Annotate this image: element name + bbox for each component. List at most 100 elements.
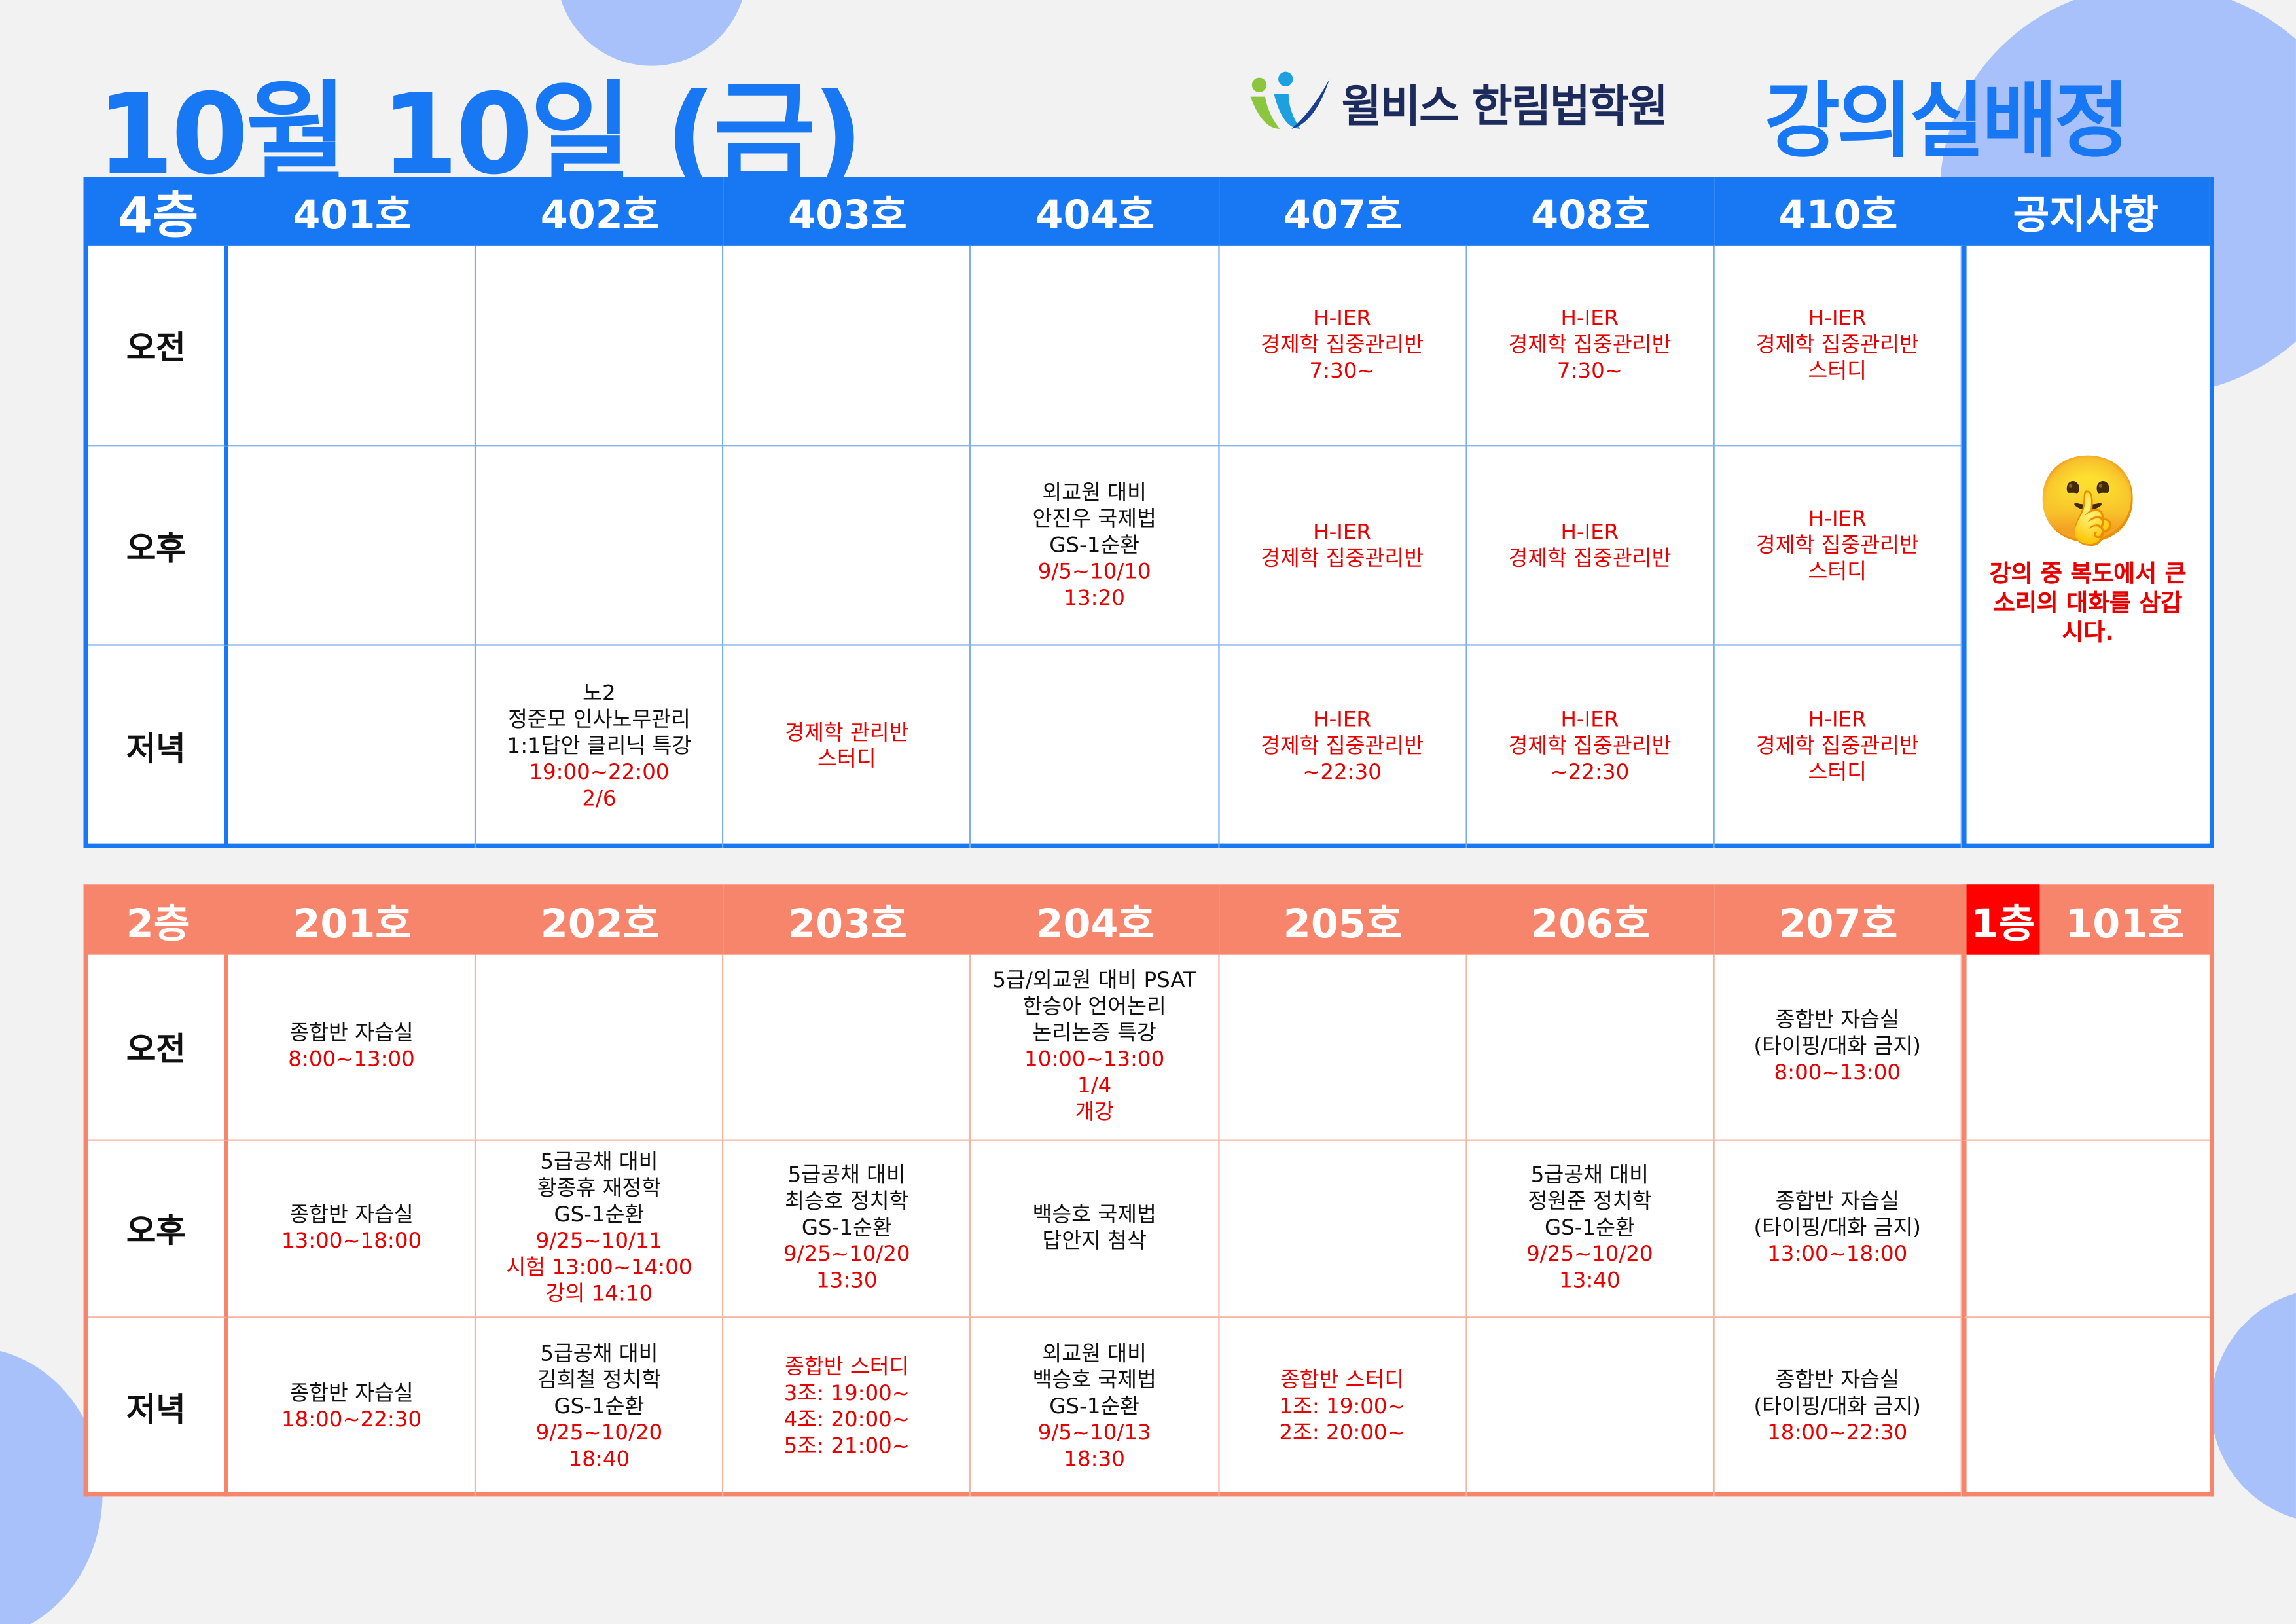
cell-line: GS-1순환	[1049, 1396, 1140, 1419]
cell-line: 경제학 집중관리반	[1508, 735, 1672, 759]
schedule-cell	[971, 645, 1219, 848]
cell-line: 경제학 집중관리반	[1260, 334, 1424, 357]
cell-line: 시험 13:00~14:00	[506, 1256, 692, 1280]
floor4-table: 4층 401호 402호 403호 404호 407호 408호 410호 공지사항 오전 H-I…	[83, 177, 2214, 848]
schedule-cell	[1219, 1140, 1467, 1318]
schedule-cell: H-IER 경제학 집중관리반 스터디	[1714, 645, 1962, 848]
cell-line: 5조: 21:00~	[783, 1435, 910, 1459]
cell-line: 종합반 자습실	[1775, 1190, 1899, 1214]
schedule-cell-101	[1962, 954, 2210, 1141]
cell-line: GS-1순환	[554, 1203, 645, 1227]
cell-line: 10:00~13:00	[1024, 1048, 1165, 1072]
cell-line: 7:30~	[1556, 360, 1623, 384]
schedule-cell-101	[1962, 1140, 2210, 1318]
cell-line: 1:1답안 클리닉 특강	[507, 735, 692, 759]
schedule-cell: 외교원 대비 백승호 국제법 GS-1순환 9/5~10/13 18:30	[971, 1318, 1219, 1497]
cell-line: 3조: 19:00~	[783, 1382, 910, 1406]
cell-line: 18:00~22:30	[1767, 1422, 1908, 1446]
cell-line: H-IER	[1808, 708, 1867, 732]
schedule-cell: H-IER 경제학 집중관리반 7:30~	[1219, 245, 1467, 447]
room-header: 204호	[971, 884, 1219, 955]
cell-line: 13:30	[816, 1269, 878, 1293]
schedule-cell: H-IER 경제학 집중관리반 스터디	[1714, 446, 1962, 646]
cell-line: 종합반 자습실	[1775, 1009, 1899, 1033]
logo-icon	[1250, 71, 1330, 129]
cell-line: 5급/외교원 대비 PSAT	[992, 969, 1196, 993]
cell-line: ~22:30	[1550, 761, 1630, 785]
cell-line: 18:40	[568, 1448, 630, 1472]
notice-panel: 🤫 강의 중 복도에서 큰 소리의 대화를 삼갑시다.	[1962, 245, 2210, 848]
cell-line: 9/5~10/13	[1037, 1422, 1151, 1446]
cell-line: 스터디	[1808, 560, 1867, 584]
schedule-cell	[476, 245, 724, 447]
cell-line: H-IER	[1560, 307, 1619, 331]
schedule-cell: 경제학 관리반 스터디	[724, 645, 972, 848]
cell-line: 백승호 국제법	[1032, 1369, 1157, 1393]
schedule-cell: 5급공채 대비 김희철 정치학 GS-1순환 9/25~10/20 18:40	[476, 1318, 724, 1497]
cell-line: 경제학 집중관리반	[1755, 735, 1919, 759]
room-header: 408호	[1466, 177, 1715, 246]
cell-line: 경제학 집중관리반	[1260, 735, 1424, 759]
cell-line: 종합반 자습실	[289, 1382, 414, 1406]
cell-line: 8:00~13:00	[288, 1048, 415, 1072]
cell-line: GS-1순환	[1545, 1217, 1635, 1240]
schedule-cell: 종합반 자습실 (타이핑/대화 금지) 13:00~18:00	[1714, 1140, 1962, 1318]
cell-line: 1조: 19:00~	[1279, 1396, 1405, 1419]
cell-line: 스터디	[1808, 761, 1867, 785]
cell-line: H-IER	[1313, 708, 1371, 732]
schedule-cell: 종합반 자습실 18:00~22:30	[228, 1318, 476, 1497]
room-header: 402호	[476, 177, 724, 246]
floor-label: 4층	[88, 177, 229, 246]
schedule-cell: H-IER 경제학 집중관리반 ~22:30	[1467, 645, 1715, 848]
period-label: 오후	[88, 446, 229, 646]
cell-line: 경제학 관리반	[785, 721, 909, 746]
schedule-cell-101	[1962, 1318, 2210, 1497]
schedule-cell	[1467, 1318, 1715, 1497]
cell-line: 5급공채 대비	[787, 1164, 906, 1188]
cell-line: H-IER	[1808, 307, 1867, 331]
schedule-cell: 종합반 자습실 13:00~18:00	[228, 1140, 476, 1318]
period-label: 저녁	[88, 1318, 229, 1497]
cell-line: 스터디	[1808, 360, 1867, 384]
cell-line: 종합반 자습실	[1775, 1369, 1899, 1393]
room-header: 203호	[723, 884, 972, 955]
room-header: 206호	[1466, 884, 1715, 955]
room-header: 404호	[971, 177, 1219, 246]
floor1-badge: 1층	[1966, 884, 2040, 955]
cell-line: 최승호 정치학	[785, 1190, 909, 1214]
cell-line: 13:00~18:00	[1767, 1243, 1908, 1267]
cell-line: 강의 14:10	[545, 1282, 653, 1307]
schedule-cell	[971, 245, 1219, 447]
schedule-cell: 5급/외교원 대비 PSAT 한승아 언어논리 논리논증 특강 10:00~13:00…	[971, 954, 1219, 1141]
schedule-cell: H-IER 경제학 집중관리반 스터디	[1714, 245, 1962, 447]
cell-line: GS-1순환	[554, 1396, 645, 1419]
cell-line: 9/25~10/20	[1526, 1243, 1653, 1267]
cell-line: 개강	[1075, 1101, 1115, 1125]
schedule-cell: 종합반 자습실 (타이핑/대화 금지) 18:00~22:30	[1714, 1318, 1962, 1497]
cell-line: 정원준 정치학	[1528, 1190, 1652, 1214]
schedule-cell	[1219, 954, 1467, 1141]
floor2-table: 2층 201호 202호 203호 204호 205호 206호 207호 1층 101호 오전 종…	[83, 884, 2214, 1497]
schedule-cell	[723, 954, 972, 1141]
cell-line: 논리논증 특강	[1032, 1022, 1157, 1046]
room-header: 407호	[1219, 177, 1467, 246]
cell-line: 18:00~22:30	[281, 1409, 422, 1432]
cell-line: 9/25~10/20	[783, 1243, 910, 1267]
cell-line: 황종휴 재정학	[537, 1177, 662, 1201]
schedule-cell	[228, 446, 476, 646]
cell-line: 13:00~18:00	[281, 1230, 422, 1254]
schedule-cell: 종합반 스터디 3조: 19:00~ 4조: 20:00~ 5조: 21:00~	[724, 1318, 972, 1497]
cell-line: 13:20	[1064, 586, 1125, 610]
cell-line: 1/4	[1077, 1075, 1112, 1098]
cell-line: 김희철 정치학	[537, 1369, 662, 1393]
cell-line: 외교원 대비	[1042, 1343, 1147, 1367]
period-label: 오전	[88, 245, 229, 447]
cell-line: 종합반 스터디	[785, 1356, 909, 1380]
cell-line: 외교원 대비	[1042, 480, 1147, 505]
cell-line: H-IER	[1313, 520, 1371, 545]
page-heading: 강의실배정	[1764, 75, 2130, 170]
cell-line: H-IER	[1560, 708, 1619, 732]
schedule-cell: 외교원 대비 안진우 국제법 GS-1순환 9/5~10/10 13:20	[971, 446, 1219, 646]
schedule-cell: H-IER 경제학 집중관리반 ~22:30	[1219, 645, 1467, 848]
